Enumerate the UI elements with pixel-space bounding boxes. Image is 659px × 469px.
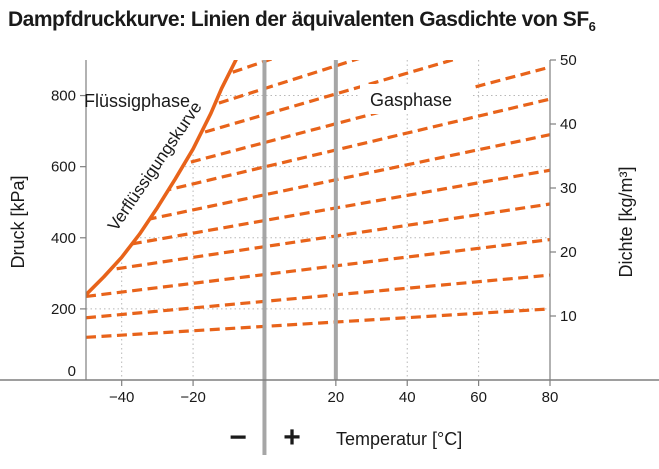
y-tick-label-right: 40	[560, 116, 577, 133]
reference-lines	[262, 60, 338, 455]
y-tick-label-left: 800	[51, 88, 76, 105]
liquid-phase-region	[86, 60, 236, 295]
gas-phase-label: Gasphase	[370, 90, 452, 110]
chart-title-subscript: 6	[588, 19, 596, 35]
vapor-pressure-curve	[86, 60, 238, 297]
x-tick-label: −40	[109, 389, 134, 406]
chart-title: Dampfdruckkurve: Linien der äquivalenten…	[8, 8, 596, 35]
x-axis-label: Temperatur [°C]	[336, 429, 462, 449]
curve-group	[86, 60, 238, 297]
density-line	[86, 237, 550, 299]
y-tick-label-right: 20	[560, 244, 577, 261]
y-tick-label-right: 10	[560, 308, 577, 325]
density-line	[86, 133, 550, 235]
liquid-phase-label: Flüssigphase	[84, 91, 190, 111]
y-tick-label-left: 200	[51, 301, 76, 318]
y-axis-label-left: Druck [kPa]	[8, 175, 28, 268]
y-tick-label-right: 30	[560, 180, 577, 197]
x-tick-label: 80	[542, 389, 559, 406]
x-tick-label: −20	[180, 389, 205, 406]
density-line	[86, 307, 550, 339]
y-tick-label-right: 50	[560, 52, 577, 69]
y-axis-label-right: Dichte [kg/m³]	[616, 166, 636, 277]
x-tick-label: 60	[470, 389, 487, 406]
y-tick-label-left: 600	[51, 159, 76, 176]
chart-title-main: Dampfdruckkurve: Linien der äquivalenten…	[8, 8, 589, 31]
gas-phase-label-bg	[360, 84, 472, 114]
y-tick-label-left: 400	[51, 230, 76, 247]
axes	[0, 59, 659, 386]
plus-sign: +	[283, 421, 301, 454]
y-tick-label-left: 0	[68, 363, 76, 380]
density-line	[86, 202, 550, 275]
minus-sign: −	[229, 421, 247, 454]
x-tick-label: 40	[399, 389, 416, 406]
density-line	[86, 273, 550, 320]
density-line	[86, 168, 550, 254]
x-tick-label: 20	[328, 389, 345, 406]
